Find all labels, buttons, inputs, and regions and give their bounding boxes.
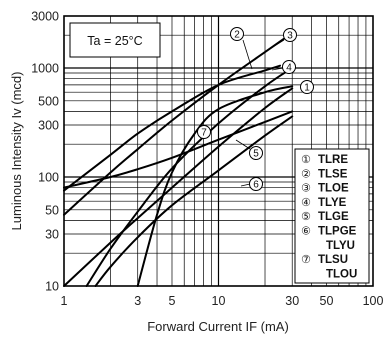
series-curves (63, 31, 294, 287)
legend-box (294, 148, 370, 284)
legend-label: TLPGE (318, 226, 357, 238)
y-axis-title: Luminous Intensity Iv (mcd) (9, 72, 24, 231)
series-markers: 1 2 3 4 5 6 7 (197, 27, 314, 191)
marker-circle (300, 80, 314, 94)
series-marker-label: 3 (287, 31, 293, 42)
y-tick-label: 100 (38, 171, 59, 185)
series-line-1 (63, 87, 294, 287)
series-line-3 (63, 31, 294, 216)
x-tick-label: 3 (134, 294, 141, 308)
marker-leader (267, 39, 285, 51)
series-marker-label: 7 (201, 128, 207, 139)
x-tick-label: 100 (363, 294, 384, 308)
marker-leader (240, 183, 251, 187)
condition-annotation: Ta = 25°C (69, 22, 161, 58)
series-line-4 (85, 67, 294, 287)
x-tick-labels: 1 3 5 10 30 50 100 (61, 294, 384, 308)
y-tick-label: 10 (45, 280, 59, 294)
legend-label: TLGE (318, 211, 349, 223)
y-tick-label: 500 (38, 94, 59, 108)
legend: ① TLRE ② TLSE ③ TLOE ④ TLYE ⑤ TLGE ⑥ TLPGE TLYU ⑦ TLSU… (294, 148, 370, 284)
legend-marker: ⑥ (301, 225, 311, 238)
marker-circle (249, 177, 263, 191)
legend-label: TLYU (326, 240, 355, 252)
series-line-7 (136, 85, 294, 287)
series-line-6 (94, 115, 294, 287)
series-marker-label: 1 (304, 83, 310, 94)
x-tick-label: 50 (320, 294, 334, 308)
legend-marker: ② (301, 167, 311, 180)
y-tick-label: 3000 (31, 10, 59, 24)
marker-leader (242, 39, 253, 70)
legend-label: TLSE (318, 168, 348, 180)
y-tick-label: 50 (45, 203, 59, 217)
x-tick-label: 30 (285, 294, 299, 308)
x-tick-label: 1 (61, 294, 68, 308)
marker-circle (249, 146, 263, 160)
marker-circle (283, 28, 297, 42)
legend-items: ① TLRE ② TLSE ③ TLOE ④ TLYE ⑤ TLGE ⑥ TLPGE TLYU ⑦ TLSU… (301, 153, 357, 280)
legend-label: TLSU (318, 254, 348, 266)
series-marker-label: 5 (253, 149, 259, 160)
y-tick-labels: 10 30 50 100 300 500 1000 3000 (31, 10, 59, 294)
x-axis-title: Forward Current IF (mA) (147, 319, 289, 334)
series-line-5 (63, 110, 294, 189)
y-tick-label: 30 (45, 227, 59, 241)
marker-circle (230, 27, 244, 41)
y-tick-label: 300 (38, 118, 59, 132)
x-tick-label: 10 (212, 294, 226, 308)
legend-label: TLYE (318, 197, 347, 209)
marker-circle (197, 125, 211, 139)
marker-circle (282, 60, 296, 74)
legend-label: TLOE (318, 183, 349, 195)
condition-box (69, 22, 161, 58)
series-marker-label: 4 (286, 63, 292, 74)
marker-leader (271, 67, 284, 71)
legend-marker: ⑦ (301, 253, 311, 266)
legend-marker: ① (301, 153, 311, 166)
series-marker-label: 2 (234, 30, 240, 41)
y-tick-label: 1000 (31, 62, 59, 76)
plot-frame (63, 15, 374, 287)
legend-label: TLOU (326, 268, 357, 280)
legend-marker: ③ (301, 182, 311, 195)
legend-marker: ④ (301, 196, 311, 209)
condition-text: Ta = 25°C (87, 34, 142, 48)
x-tick-label: 5 (169, 294, 176, 308)
legend-marker: ⑤ (301, 210, 311, 223)
series-line-2 (63, 64, 281, 192)
series-marker-label: 6 (253, 180, 259, 191)
marker-leader (235, 139, 251, 150)
legend-label: TLRE (318, 154, 348, 166)
